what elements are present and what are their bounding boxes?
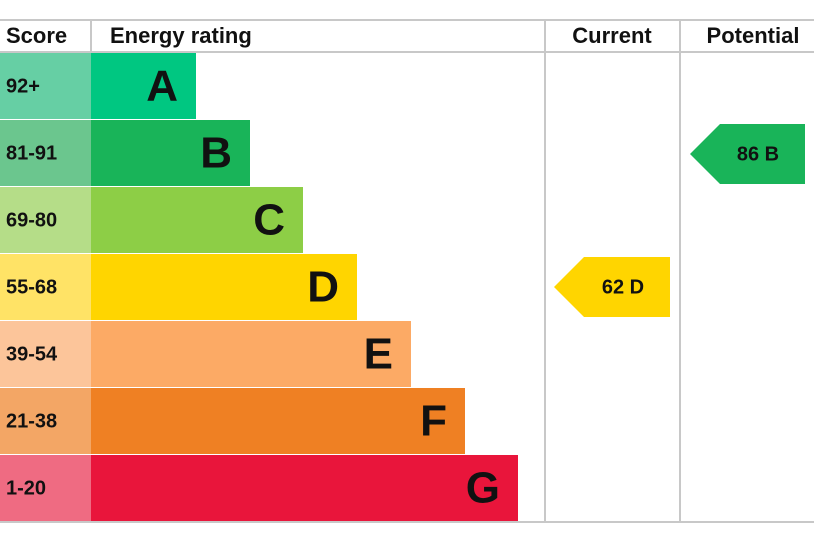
potential-arrow: 86 B — [690, 124, 805, 184]
current-marker — [554, 257, 670, 317]
score-range: 81-91 — [6, 142, 57, 164]
rating-bar — [91, 455, 518, 521]
header-score: Score — [6, 23, 67, 48]
score-cell — [0, 187, 91, 253]
rating-letter: G — [466, 464, 500, 513]
score-cell — [0, 388, 91, 454]
score-range: 92+ — [6, 75, 40, 97]
header-energy-rating: Energy rating — [110, 23, 252, 48]
rating-letter: A — [146, 62, 178, 111]
header-potential: Potential — [707, 23, 800, 48]
score-range: 1-20 — [6, 477, 46, 499]
score-cell — [0, 321, 91, 387]
score-range: 21-38 — [6, 410, 57, 432]
rating-letter: B — [200, 129, 232, 178]
rating-bar — [91, 120, 250, 186]
rating-bar — [91, 53, 196, 119]
rating-letter: C — [253, 196, 285, 245]
header-current: Current — [572, 23, 652, 48]
current-rating: 62 D — [602, 276, 644, 298]
score-range: 55-68 — [6, 276, 57, 298]
rating-letter: D — [307, 263, 339, 312]
potential-rating: 86 B — [737, 143, 779, 165]
rating-bar — [91, 187, 303, 253]
score-cell — [0, 254, 91, 320]
current-arrow: 62 D — [554, 257, 670, 317]
table-frame — [0, 19, 814, 523]
potential-marker — [690, 124, 805, 184]
rating-letter: F — [420, 397, 447, 446]
rating-rows: 92+ A 81-91 B 69-80 C 55-68 D 39-54 E 21-38 F 1-20 G — [0, 53, 518, 521]
rating-bar — [91, 254, 357, 320]
rating-bar — [91, 388, 465, 454]
rating-letter: E — [364, 330, 393, 379]
score-range: 69-80 — [6, 209, 57, 231]
score-cell — [0, 455, 91, 521]
score-cell — [0, 120, 91, 186]
rating-bar — [91, 321, 411, 387]
score-cell — [0, 53, 91, 119]
score-range: 39-54 — [6, 343, 58, 365]
